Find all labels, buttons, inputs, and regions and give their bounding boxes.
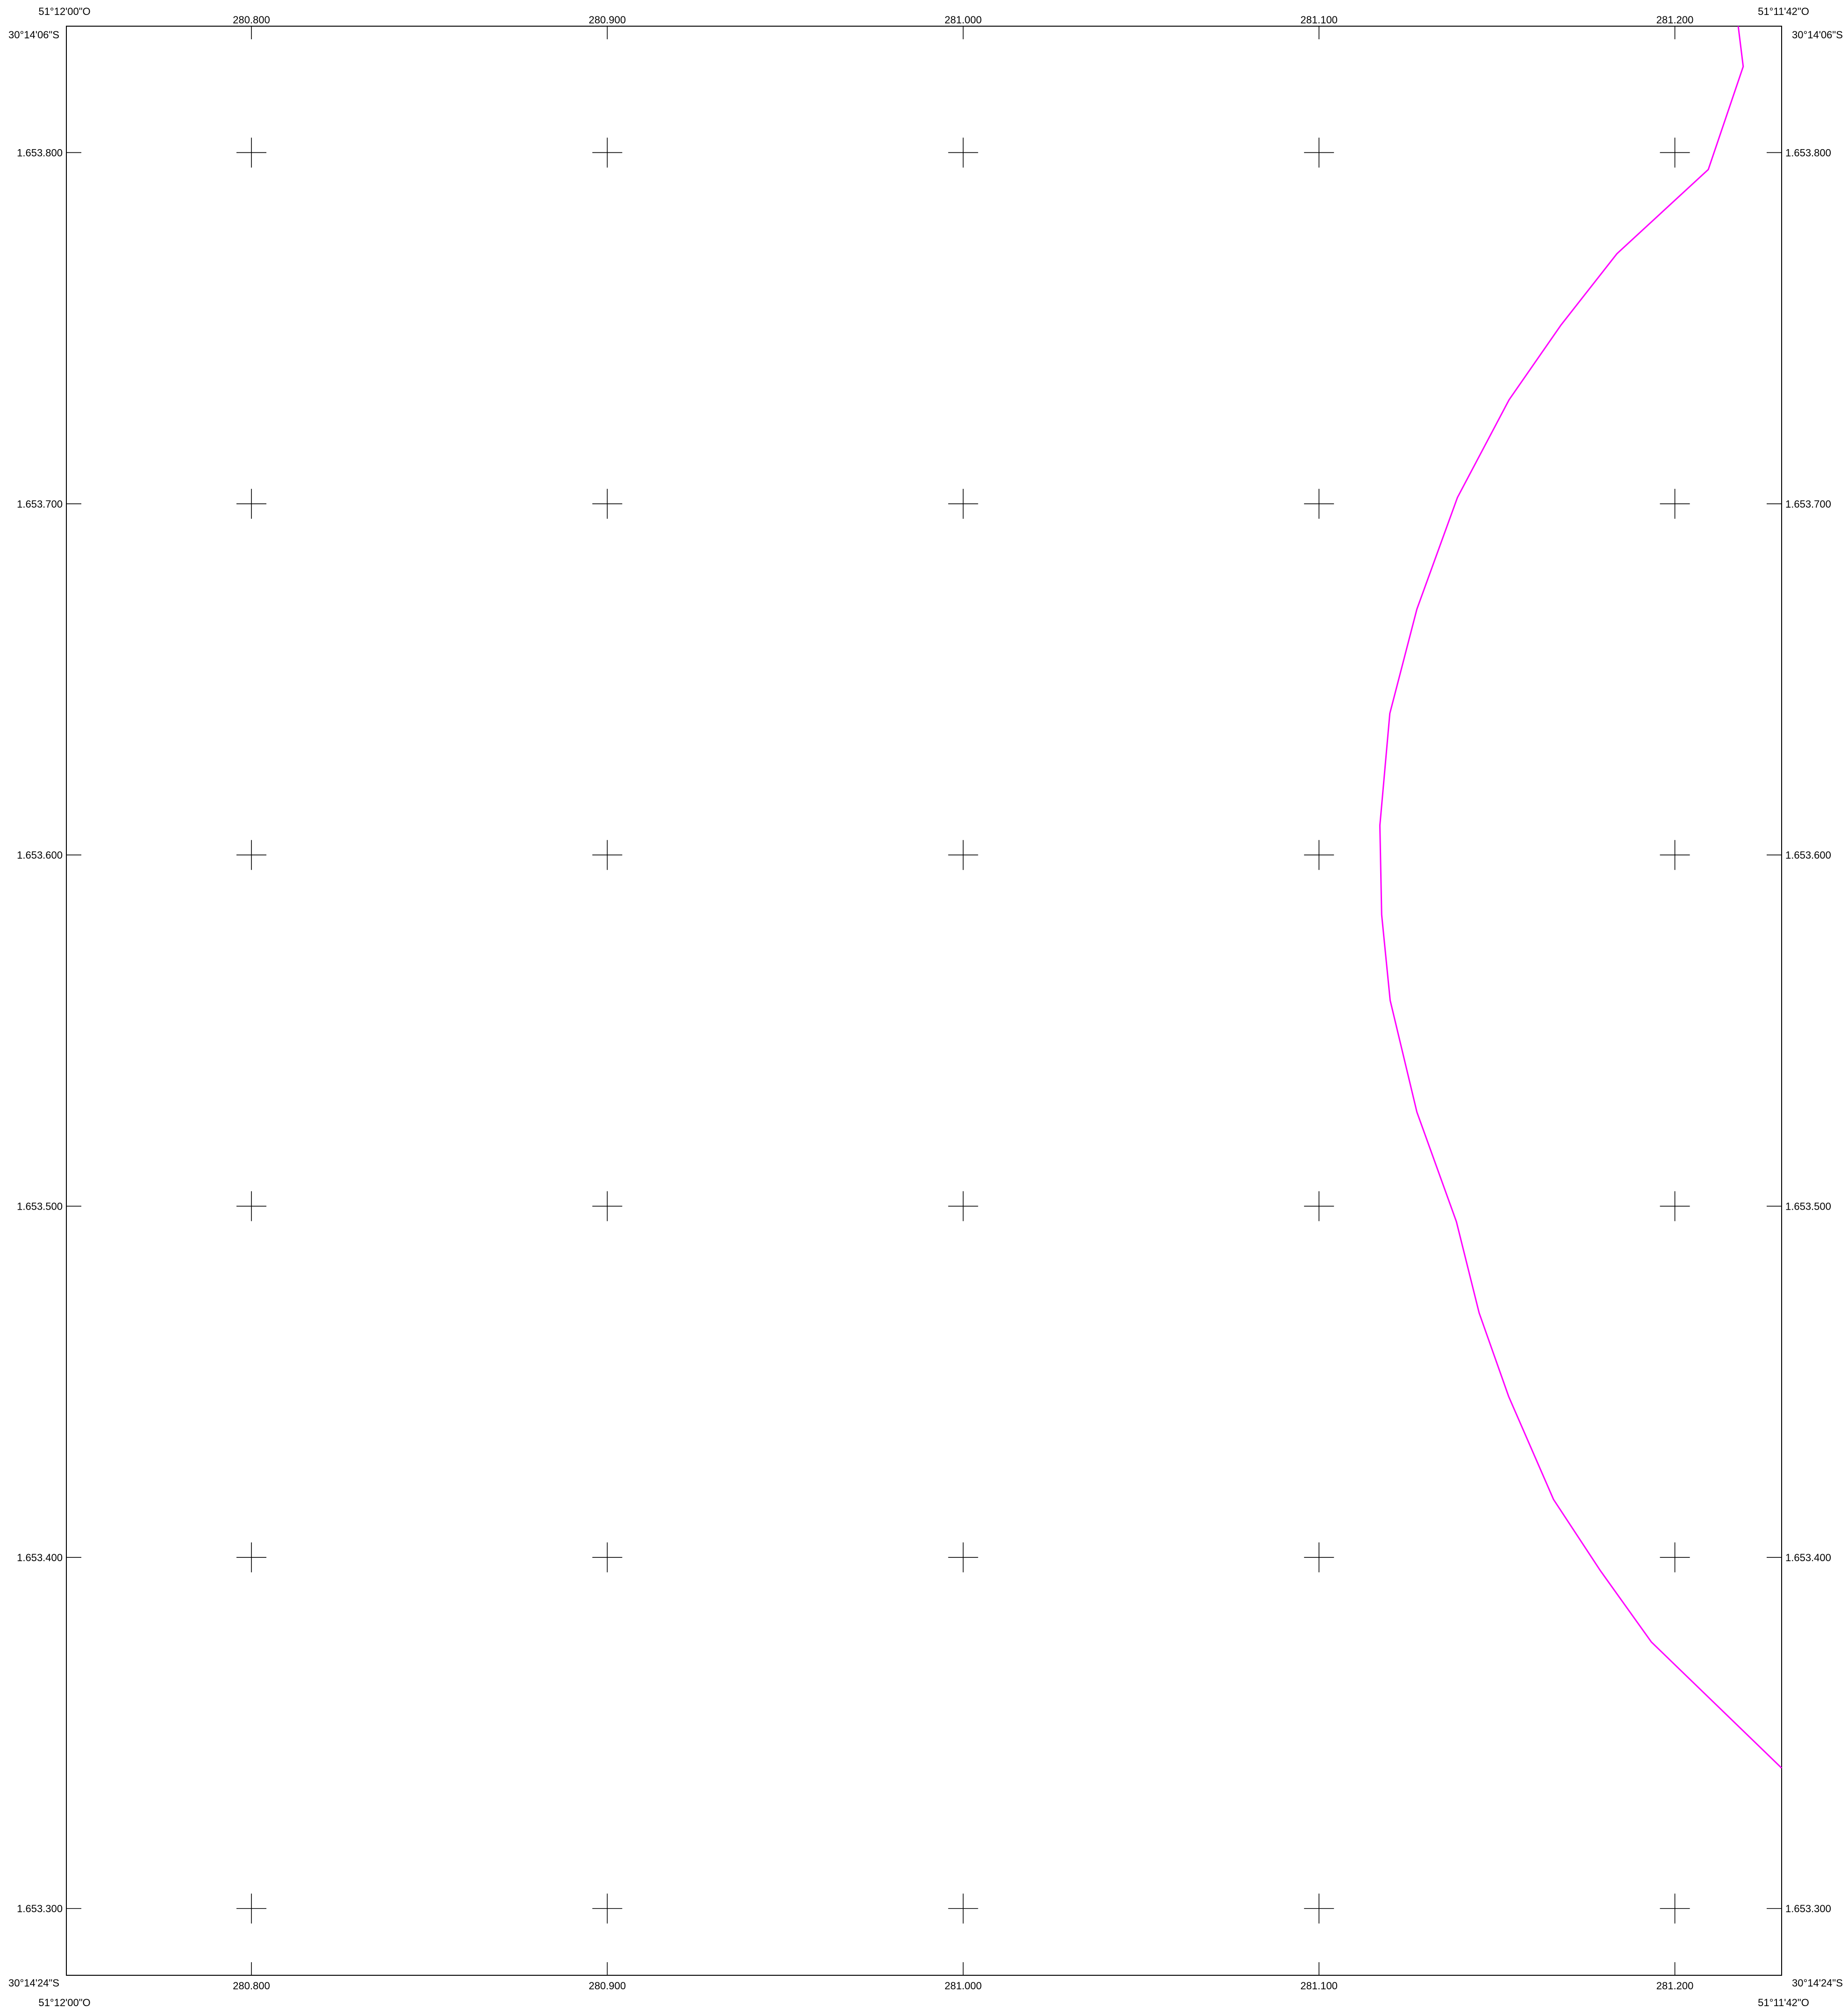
easting-label-top: 280.900	[589, 14, 626, 26]
northing-label-left: 1.653.600	[17, 849, 63, 861]
northing-label-left: 1.653.300	[17, 1903, 63, 1915]
easting-label-bottom: 281.200	[1656, 1980, 1694, 1992]
northing-label-left: 1.653.800	[17, 147, 63, 158]
grid-cross	[1304, 137, 1334, 168]
grid-cross	[1660, 137, 1690, 168]
grid-cross	[592, 137, 623, 168]
corner-bottom-right-lon: 51°11'42"O	[1758, 1997, 1809, 2008]
northing-label-left: 1.653.700	[17, 498, 63, 510]
corner-bottom-left-lat: 30°14'24"S	[8, 1977, 59, 1989]
easting-label-bottom: 280.900	[589, 1980, 626, 1992]
grid-cross	[948, 137, 978, 168]
corner-bottom-right-lat: 30°14'24"S	[1792, 1977, 1843, 1989]
northing-label-left: 1.653.500	[17, 1201, 63, 1212]
grid-cross	[236, 1191, 266, 1221]
northing-label-right: 1.653.700	[1785, 498, 1831, 510]
grid-crosses	[236, 137, 1690, 1924]
grid-cross	[236, 488, 266, 519]
grid-cross	[948, 1542, 978, 1572]
northing-labels: 1.653.800 1.653.800 1.653.700 1.653.700 1.65…	[17, 147, 1831, 1915]
grid-cross	[1660, 1893, 1690, 1924]
grid-cross	[948, 1893, 978, 1924]
grid-cross	[592, 840, 623, 870]
grid-cross	[592, 1191, 623, 1221]
grid-cross	[236, 1542, 266, 1572]
corner-bottom-left-lon: 51°12'00"O	[38, 1997, 90, 2008]
grid-cross	[1660, 840, 1690, 870]
northing-label-right: 1.653.300	[1785, 1903, 1831, 1915]
northing-label-left: 1.653.400	[17, 1552, 63, 1563]
grid-cross	[592, 1542, 623, 1572]
map-frame	[66, 26, 1782, 1976]
easting-label-top: 280.800	[233, 14, 270, 26]
easting-label-bottom: 281.100	[1300, 1980, 1338, 1992]
easting-label-top: 281.000	[945, 14, 982, 26]
corner-top-left-lat: 30°14'06"S	[8, 29, 59, 41]
grid-cross	[1660, 488, 1690, 519]
grid-cross	[1304, 1893, 1334, 1924]
corner-top-right-lat: 30°14'06"S	[1792, 29, 1843, 41]
grid-cross	[948, 840, 978, 870]
northing-label-right: 1.653.600	[1785, 849, 1831, 861]
grid-cross	[592, 488, 623, 519]
northing-label-right: 1.653.500	[1785, 1201, 1831, 1212]
easting-label-bottom: 280.800	[233, 1980, 270, 1992]
grid-cross	[236, 840, 266, 870]
boundary-line	[1379, 26, 1783, 1769]
easting-label-top: 281.200	[1656, 14, 1694, 26]
easting-labels: 280.800 280.800 280.900 280.900 281.000 281.0…	[233, 14, 1693, 1992]
grid-cross	[236, 137, 266, 168]
grid-cross	[592, 1893, 623, 1924]
northing-label-right: 1.653.400	[1785, 1552, 1831, 1563]
grid-cross	[1660, 1542, 1690, 1572]
grid-cross	[948, 488, 978, 519]
corner-top-left-lon: 51°12'00"O	[38, 6, 90, 17]
grid-cross	[1304, 1191, 1334, 1221]
grid-cross	[1304, 488, 1334, 519]
grid-cross	[236, 1893, 266, 1924]
northing-label-right: 1.653.800	[1785, 147, 1831, 158]
easting-label-top: 281.100	[1300, 14, 1338, 26]
grid-cross	[948, 1191, 978, 1221]
grid-ticks	[66, 26, 1782, 1975]
grid-cross	[1304, 1542, 1334, 1572]
corner-top-right-lon: 51°11'42"O	[1758, 6, 1809, 17]
grid-cross	[1304, 840, 1334, 870]
easting-label-bottom: 281.000	[945, 1980, 982, 1992]
grid-cross	[1660, 1191, 1690, 1221]
